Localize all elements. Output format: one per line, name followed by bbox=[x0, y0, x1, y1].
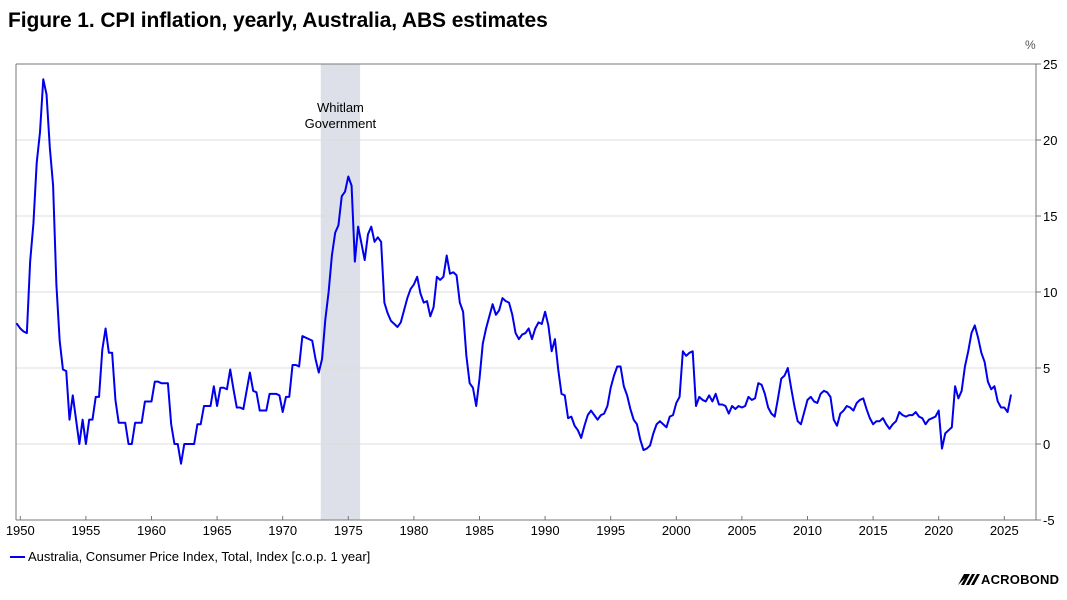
x-tick-label: 1975 bbox=[334, 523, 363, 538]
legend: Australia, Consumer Price Index, Total, … bbox=[10, 549, 370, 564]
y-tick-label: 25 bbox=[1043, 57, 1057, 72]
logo-text: ACROBOND bbox=[981, 572, 1060, 587]
x-tick-label: 1965 bbox=[203, 523, 232, 538]
macrobond-mark-icon bbox=[958, 574, 980, 585]
y-tick-label: 5 bbox=[1043, 361, 1050, 376]
x-tick-label: 1950 bbox=[6, 523, 35, 538]
series-layer bbox=[16, 78, 1012, 465]
x-tick-label: 2000 bbox=[662, 523, 691, 538]
y-tick-label: 10 bbox=[1043, 285, 1057, 300]
x-tick-label: 1980 bbox=[399, 523, 428, 538]
y-tick-label: 15 bbox=[1043, 209, 1057, 224]
x-tick-label: 2005 bbox=[727, 523, 756, 538]
x-tick-label: 1995 bbox=[596, 523, 625, 538]
series-line-cpi-inflation bbox=[16, 78, 1012, 465]
y-axis-unit-label: % bbox=[1025, 38, 1036, 52]
annotation-label: Whitlam bbox=[317, 100, 364, 115]
y-tick-label: -5 bbox=[1043, 513, 1055, 528]
x-tick-label: 2020 bbox=[924, 523, 953, 538]
x-tick-label: 2025 bbox=[990, 523, 1019, 538]
x-tick-label: 1955 bbox=[71, 523, 100, 538]
x-tick-label: 1960 bbox=[137, 523, 166, 538]
legend-label: Australia, Consumer Price Index, Total, … bbox=[28, 549, 371, 564]
x-tick-label: 1985 bbox=[465, 523, 494, 538]
annotation-label: Government bbox=[305, 116, 377, 131]
x-tick-label: 1990 bbox=[531, 523, 560, 538]
x-tick-label: 2015 bbox=[859, 523, 888, 538]
chart-title: Figure 1. CPI inflation, yearly, Austral… bbox=[8, 9, 548, 32]
y-tick-label: 20 bbox=[1043, 133, 1057, 148]
macrobond-logo: ACROBOND bbox=[958, 572, 1059, 587]
legend-swatch bbox=[10, 555, 25, 558]
x-tick-label: 1970 bbox=[268, 523, 297, 538]
x-tick-label: 2010 bbox=[793, 523, 822, 538]
y-tick-label: 0 bbox=[1043, 437, 1050, 452]
